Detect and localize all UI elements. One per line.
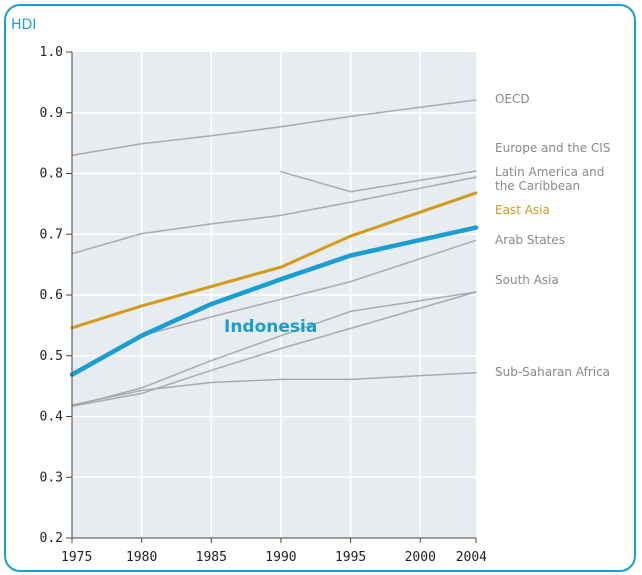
y-axis-label: HDI xyxy=(11,17,36,33)
series-label-oecd: OECD xyxy=(495,92,530,106)
series-label-arab-states: Arab States xyxy=(495,233,565,247)
series-line-indonesia xyxy=(69,225,479,377)
series-label-east-asia: East Asia xyxy=(495,203,550,217)
series-label-latin-america-and-the-caribbean: the Caribbean xyxy=(495,179,580,193)
series-label-sub-saharan-africa: Sub-Saharan Africa xyxy=(495,365,610,379)
y-tick-label: 0.8 xyxy=(40,167,63,182)
x-tick-label: 1995 xyxy=(335,550,366,565)
y-tick-label: 0.5 xyxy=(40,349,63,364)
series-line-south-asia xyxy=(71,291,477,407)
y-tick-label: 0.7 xyxy=(40,227,63,242)
y-tick-label: 0.3 xyxy=(40,470,63,485)
series-line-unlabeled xyxy=(141,239,477,337)
series-line-latin-america-and-the-caribbean xyxy=(71,176,477,255)
y-tick-label: 0.9 xyxy=(40,106,63,121)
series-label-europe-and-the-cis: Europe and the CIS xyxy=(495,141,610,155)
x-tick-label: 1985 xyxy=(196,550,227,565)
y-tick-label: 0.6 xyxy=(40,288,63,303)
series-label-south-asia: South Asia xyxy=(495,273,559,287)
x-tick-label: 2004 xyxy=(456,550,487,565)
series-label-latin-america-and-the-caribbean: Latin America and xyxy=(495,165,604,179)
x-tick-label: 1975 xyxy=(61,550,92,565)
series-line-sub-saharan-africa xyxy=(71,372,477,406)
x-tick-label: 2000 xyxy=(405,550,436,565)
inline-series-label: Indonesia xyxy=(224,317,317,337)
series-line-europe-and-the-cis xyxy=(280,170,477,193)
series-line-arab-states xyxy=(71,291,477,407)
series-line-oecd xyxy=(71,99,477,157)
x-tick-label: 1990 xyxy=(265,550,296,565)
y-tick-label: 0.4 xyxy=(40,410,64,425)
y-tick-label: 1.0 xyxy=(40,45,63,60)
series-line-east-asia xyxy=(70,191,478,330)
x-tick-label: 1980 xyxy=(126,550,157,565)
y-tick-label: 0.2 xyxy=(40,531,63,546)
